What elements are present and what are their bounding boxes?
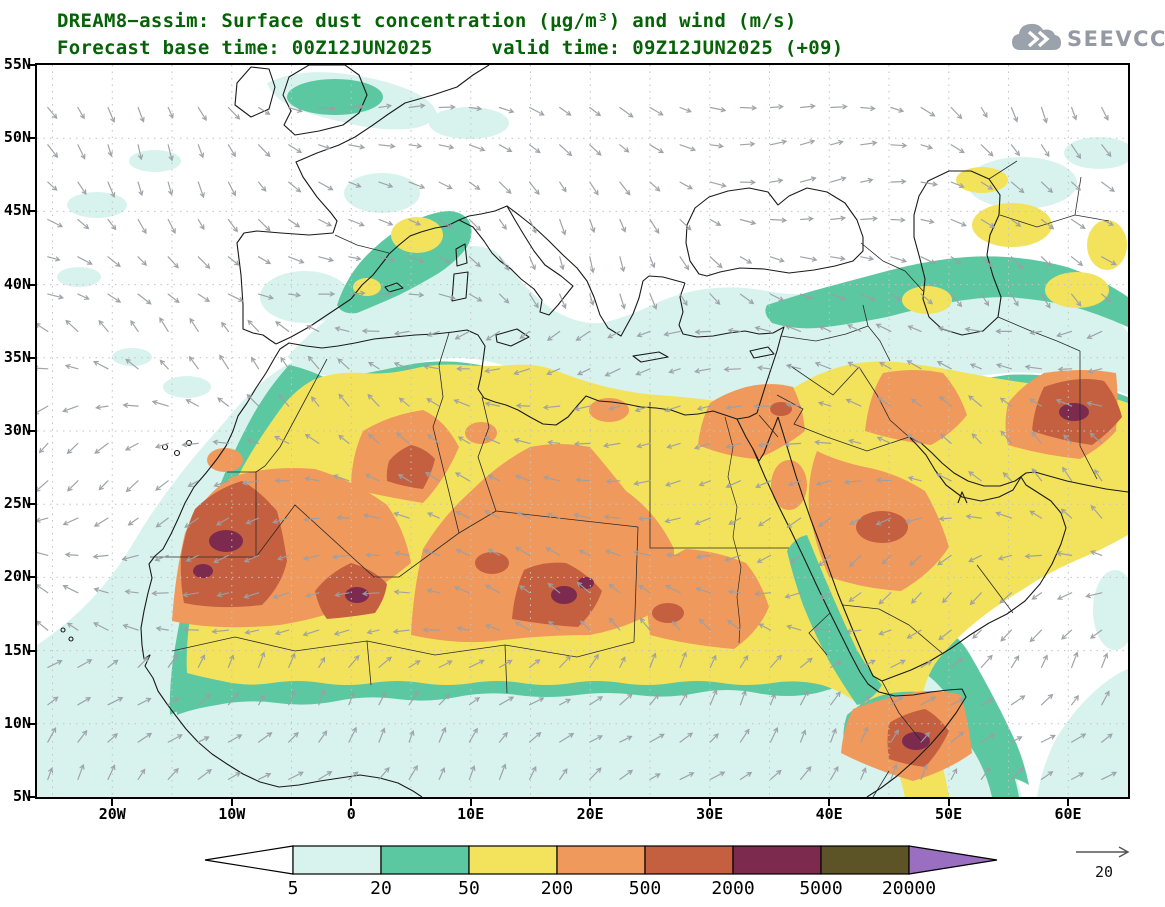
country-borders bbox=[150, 160, 1110, 797]
lat-tick-label: 40N bbox=[3, 274, 31, 293]
seevccc-logo: SEEVCCC bbox=[1010, 20, 1165, 58]
lat-tick-mark bbox=[28, 283, 36, 286]
map-frame bbox=[37, 65, 1128, 797]
colorbar-level-label: 20000 bbox=[882, 878, 936, 899]
lat-tick-mark bbox=[28, 796, 36, 798]
lat-tick-mark bbox=[28, 576, 36, 579]
colorbar-arrow-above-max bbox=[908, 845, 998, 875]
lon-tick-label: 20E bbox=[576, 805, 604, 823]
colorbar-level-label: 500 bbox=[629, 878, 662, 899]
lat-tick-label: 5N bbox=[12, 787, 31, 805]
lat-tick-mark bbox=[28, 356, 36, 359]
colorbar-level-label: 50 bbox=[458, 878, 480, 899]
lon-tick-mark bbox=[589, 799, 592, 806]
lon-tick-mark bbox=[111, 799, 114, 806]
lon-tick-mark bbox=[708, 799, 711, 806]
lat-tick-label: 20N bbox=[3, 567, 31, 586]
colorbar-level-label: 5000 bbox=[799, 878, 842, 899]
colorbar-level-label: 200 bbox=[541, 878, 574, 899]
wind-reference-value: 20 bbox=[1094, 863, 1114, 881]
colorbar-segment bbox=[820, 845, 910, 875]
lat-tick-label: 15N bbox=[3, 640, 31, 659]
colorbar-segment bbox=[732, 845, 822, 875]
wind-reference-arrow-icon bbox=[1076, 846, 1130, 858]
chart-title: DREAM8−assim: Surface dust concentration… bbox=[57, 10, 797, 32]
lon-tick-mark bbox=[1067, 799, 1070, 806]
lon-tick-mark bbox=[469, 799, 472, 806]
lat-tick-label: 50N bbox=[3, 128, 31, 147]
lat-tick-mark bbox=[28, 503, 36, 506]
lon-tick-mark bbox=[828, 799, 831, 806]
colorbar-level-label: 2000 bbox=[711, 878, 754, 899]
lat-tick-mark bbox=[28, 210, 36, 213]
chart-subtitle: Forecast base time: 00Z12JUN2025 valid t… bbox=[57, 37, 844, 59]
lat-tick-label: 25N bbox=[3, 494, 31, 513]
lon-tick-mark bbox=[947, 799, 950, 806]
colorbar-segment bbox=[644, 845, 734, 875]
lon-tick-label: 0 bbox=[346, 805, 356, 823]
colorbar-segment bbox=[556, 845, 646, 875]
wind-vectors bbox=[37, 103, 1118, 780]
graticule bbox=[37, 65, 1128, 797]
lon-tick-label: 60E bbox=[1054, 805, 1082, 823]
lon-tick-label: 20W bbox=[98, 805, 126, 823]
lat-tick-mark bbox=[28, 137, 36, 140]
logo-text: SEEVCCC bbox=[1067, 27, 1165, 51]
dust-map bbox=[37, 65, 1128, 797]
colorbar-arrow-below-min bbox=[204, 845, 294, 875]
colorbar-level-label: 20 bbox=[370, 878, 392, 899]
lon-tick-mark bbox=[230, 799, 233, 806]
cloud-icon bbox=[1012, 23, 1061, 50]
lon-tick-label: 30E bbox=[696, 805, 724, 823]
colorbar-level-label: 5 bbox=[288, 878, 299, 899]
colorbar: 5 20 50 200 500 2000 5000 20000 bbox=[204, 845, 998, 899]
lon-tick-label: 50E bbox=[935, 805, 963, 823]
lat-tick-label: 55N bbox=[3, 55, 31, 73]
lat-tick-label: 10N bbox=[3, 713, 31, 732]
colorbar-segment bbox=[292, 845, 382, 875]
lon-tick-label: 40E bbox=[815, 805, 843, 823]
colorbar-segment bbox=[468, 845, 558, 875]
lon-tick-label: 10E bbox=[457, 805, 485, 823]
lat-tick-mark bbox=[28, 649, 36, 652]
lat-tick-label: 45N bbox=[3, 201, 31, 220]
header: DREAM8−assim: Surface dust concentration… bbox=[57, 8, 844, 62]
lat-tick-mark bbox=[28, 64, 36, 66]
colorbar-segment bbox=[380, 845, 470, 875]
lon-tick-label: 10W bbox=[218, 805, 246, 823]
lat-tick-label: 30N bbox=[3, 421, 31, 439]
lat-tick-label: 35N bbox=[3, 347, 31, 366]
lon-tick-mark bbox=[350, 799, 353, 806]
lat-tick-mark bbox=[28, 430, 36, 432]
lat-tick-mark bbox=[28, 722, 36, 725]
wind-reference: 20 bbox=[1068, 842, 1140, 881]
